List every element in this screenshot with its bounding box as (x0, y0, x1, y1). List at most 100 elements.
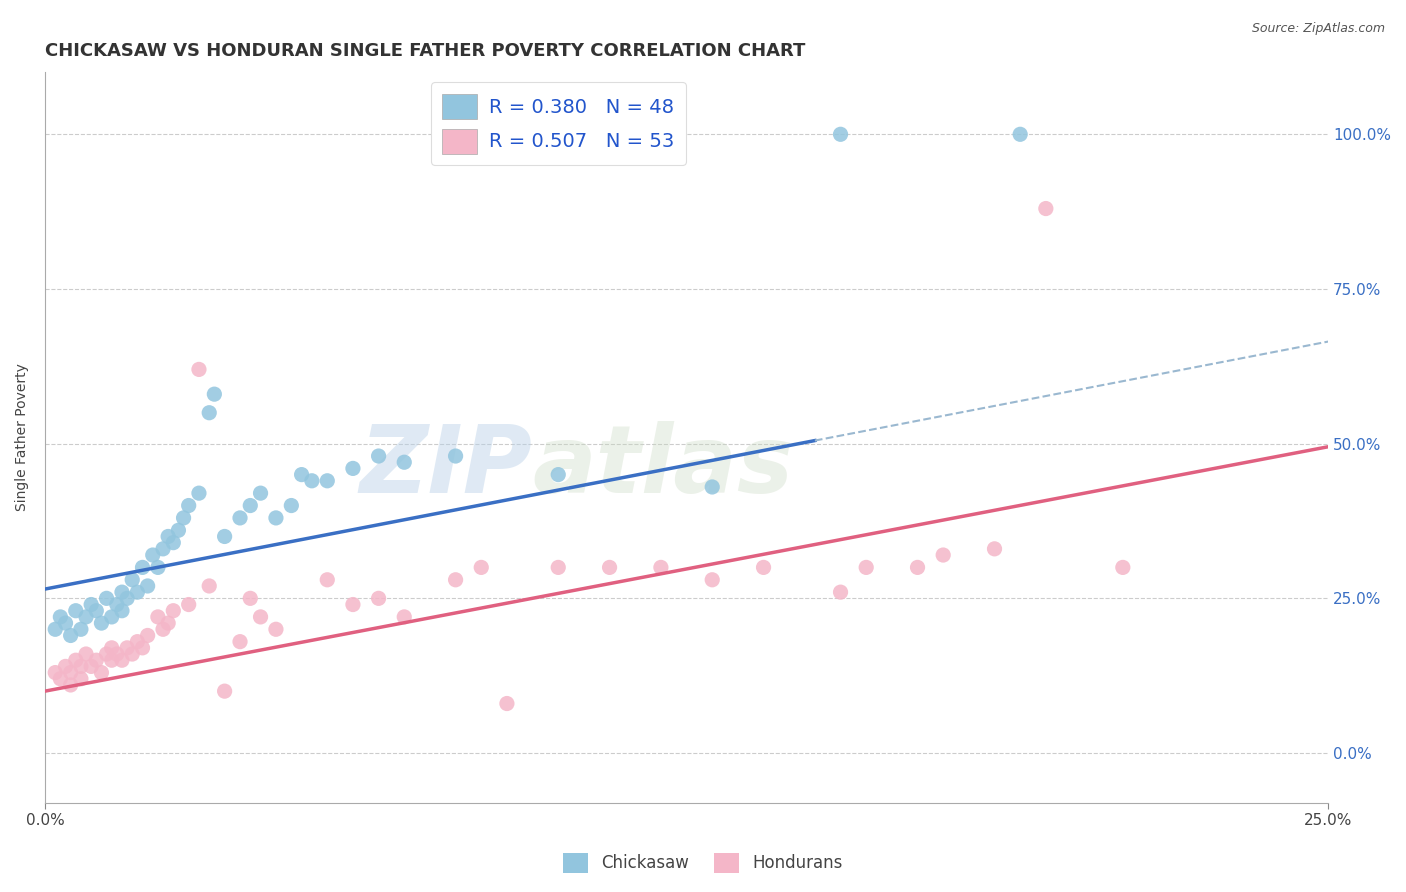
Point (229, 511, 252, 525)
Point (239, 499, 262, 513)
Point (367, 591, 389, 606)
Point (264, 511, 287, 525)
Point (547, 467, 569, 482)
Point (65, 653, 87, 667)
Point (100, 653, 122, 667)
Point (249, 610, 271, 624)
Point (907, 560, 929, 574)
Point (264, 622, 287, 636)
Point (198, 579, 221, 593)
Point (394, 455, 416, 469)
Point (100, 610, 122, 624)
Point (100, 640, 122, 655)
Point (59, 628, 82, 642)
Point (444, 449, 467, 463)
Point (1010, 128, 1032, 142)
Point (84, 604, 107, 618)
Point (239, 591, 262, 606)
Point (127, 585, 149, 599)
Point (702, 573, 724, 587)
Point (111, 604, 134, 618)
Point (855, 560, 877, 574)
Point (342, 598, 364, 612)
Point (177, 499, 200, 513)
Point (547, 560, 569, 574)
Point (316, 474, 339, 488)
Point (131, 640, 153, 655)
Point (96, 591, 118, 606)
Point (80, 598, 103, 612)
Point (105, 647, 128, 661)
Point (59, 678, 82, 692)
Point (280, 499, 302, 513)
Point (167, 523, 190, 537)
Text: atlas: atlas (533, 421, 794, 513)
Point (444, 573, 467, 587)
Point (650, 560, 672, 574)
Point (316, 573, 339, 587)
Point (157, 616, 180, 631)
Point (44, 622, 66, 636)
Point (59, 665, 82, 680)
Point (152, 541, 174, 556)
Point (121, 573, 143, 587)
Point (115, 640, 138, 655)
Point (496, 697, 519, 711)
Point (394, 610, 416, 624)
Point (202, 387, 225, 401)
Point (49, 672, 72, 686)
Point (229, 634, 252, 648)
Point (214, 529, 236, 543)
Point (702, 480, 724, 494)
Point (55, 659, 77, 673)
Point (830, 585, 852, 599)
Point (188, 486, 211, 500)
Point (70, 672, 93, 686)
Text: ZIP: ZIP (360, 421, 533, 513)
Text: CHICKASAW VS HONDURAN SINGLE FATHER POVERTY CORRELATION CHART: CHICKASAW VS HONDURAN SINGLE FATHER POVE… (45, 42, 806, 60)
Point (173, 511, 195, 525)
Y-axis label: Single Father Poverty: Single Father Poverty (15, 364, 30, 511)
Legend: R = 0.380   N = 48, R = 0.507   N = 53: R = 0.380 N = 48, R = 0.507 N = 53 (430, 82, 686, 165)
Point (96, 647, 118, 661)
Point (983, 541, 1005, 556)
Point (75, 610, 97, 624)
Point (162, 604, 184, 618)
Point (115, 591, 138, 606)
Point (75, 647, 97, 661)
Point (214, 684, 236, 698)
Point (198, 406, 221, 420)
Point (70, 622, 93, 636)
Legend: Chickasaw, Hondurans: Chickasaw, Hondurans (557, 847, 849, 880)
Point (84, 653, 107, 667)
Point (131, 560, 153, 574)
Point (127, 634, 149, 648)
Point (105, 598, 128, 612)
Text: Source: ZipAtlas.com: Source: ZipAtlas.com (1251, 22, 1385, 36)
Point (177, 598, 200, 612)
Point (249, 486, 271, 500)
Point (157, 529, 180, 543)
Point (146, 610, 169, 624)
Point (152, 622, 174, 636)
Point (70, 659, 93, 673)
Point (830, 128, 852, 142)
Point (142, 548, 165, 562)
Point (49, 610, 72, 624)
Point (146, 560, 169, 574)
Point (367, 449, 389, 463)
Point (136, 579, 159, 593)
Point (162, 535, 184, 549)
Point (44, 665, 66, 680)
Point (65, 604, 87, 618)
Point (136, 628, 159, 642)
Point (90, 665, 112, 680)
Point (470, 560, 492, 574)
Point (121, 647, 143, 661)
Point (90, 616, 112, 631)
Point (342, 461, 364, 475)
Point (932, 548, 955, 562)
Point (752, 560, 775, 574)
Point (55, 616, 77, 631)
Point (291, 467, 314, 482)
